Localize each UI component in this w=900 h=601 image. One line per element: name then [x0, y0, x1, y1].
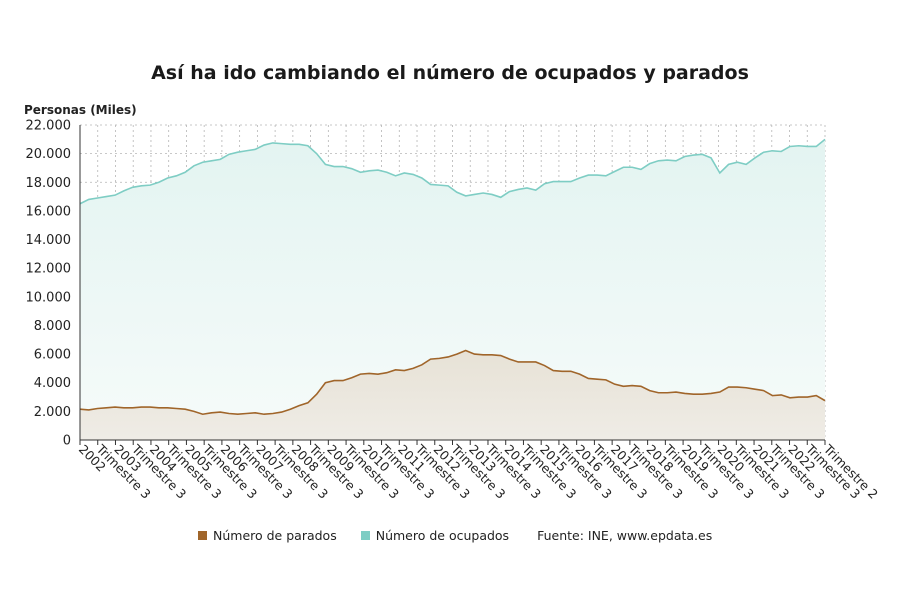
chart-title: Así ha ido cambiando el número de ocupad… — [151, 62, 749, 84]
source-note: Fuente: INE, www.epdata.es — [537, 528, 713, 543]
legend-label-parados: Número de parados — [213, 528, 337, 543]
y-tick-label: 4.000 — [34, 376, 71, 391]
y-axis-unit-label: Personas (Miles) — [24, 103, 137, 117]
y-tick-label: 12.000 — [26, 262, 72, 277]
y-tick-label: 20.000 — [26, 147, 72, 162]
area-ocupados — [80, 139, 825, 440]
y-tick-label: 8.000 — [34, 319, 71, 334]
legend-label-ocupados: Número de ocupados — [375, 528, 510, 543]
series-lines — [79, 138, 826, 416]
y-tick-label: 16.000 — [26, 204, 72, 219]
area-parados — [80, 350, 825, 440]
y-tick-label: 2.000 — [34, 405, 71, 420]
y-tick-label: 0 — [63, 434, 71, 449]
axes — [79, 125, 826, 445]
legend: Número de parados Número de ocupados Fue… — [198, 528, 712, 543]
y-tick-labels: 0 2.000 4.000 6.000 8.000 10.000 12.000 14.000 1… — [26, 119, 72, 449]
legend-swatch-ocupados — [360, 531, 370, 540]
line-ocupados — [79, 138, 826, 205]
series-areas — [80, 139, 825, 440]
y-tick-label: 18.000 — [26, 176, 72, 191]
legend-item-ocupados[interactable]: Número de ocupados — [360, 528, 510, 543]
y-tick-label: 6.000 — [34, 348, 71, 363]
y-tick-label: 22.000 — [26, 119, 72, 134]
legend-item-parados[interactable]: Número de parados — [198, 528, 337, 543]
line-parados — [79, 349, 826, 416]
legend-swatch-parados — [198, 531, 207, 540]
y-tick-label: 14.000 — [26, 233, 72, 248]
y-tick-label: 10.000 — [26, 290, 72, 305]
